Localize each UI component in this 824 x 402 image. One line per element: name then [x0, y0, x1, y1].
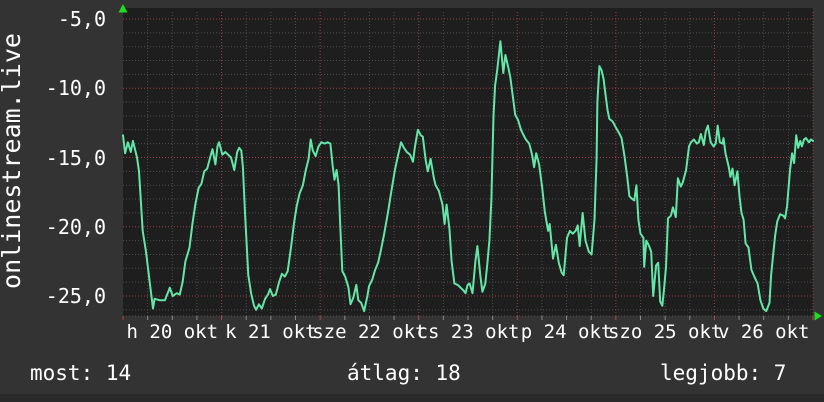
stat-best: legjobb: 7 — [660, 361, 787, 385]
y-axis-labels: -5,0 -10,0 -15,0 -20,0 -25,0 — [0, 0, 113, 322]
x-tick-label: cs 23 okt — [416, 321, 520, 343]
stat-average: átlag: 18 — [347, 361, 461, 385]
x-tick-label: sze 22 okt — [312, 321, 427, 343]
gridlines — [123, 12, 814, 317]
x-tick-label: szo 25 okt — [607, 321, 723, 343]
y-tick-label: -15,0 — [45, 145, 106, 170]
x-axis-ticks — [122, 316, 814, 320]
x-axis-labels: h 20 okt k 21 okt sze 22 okt cs 23 okt p 24 … — [113, 320, 824, 344]
x-axis-arrow-icon — [814, 311, 822, 321]
x-tick-label: k 21 okt — [225, 321, 317, 343]
y-tick-label: -10,0 — [45, 76, 106, 101]
stats-bar: most: 14 átlag: 18 legjobb: 7 — [0, 360, 824, 390]
y-axis-arrow-icon — [118, 4, 128, 13]
stat-current: most: 14 — [30, 361, 132, 385]
y-tick-label: -25,0 — [45, 284, 106, 308]
x-tick-label: v 26 okt — [717, 321, 810, 343]
y-tick-label: -5,0 — [57, 7, 106, 31]
x-tick-label: p 24 okt — [520, 321, 613, 343]
footer-strip — [0, 394, 824, 402]
y-tick-label: -20,0 — [45, 214, 106, 239]
rank-line — [122, 40, 814, 313]
chart-canvas — [118, 4, 822, 321]
x-tick-label: h 20 okt — [126, 321, 219, 343]
